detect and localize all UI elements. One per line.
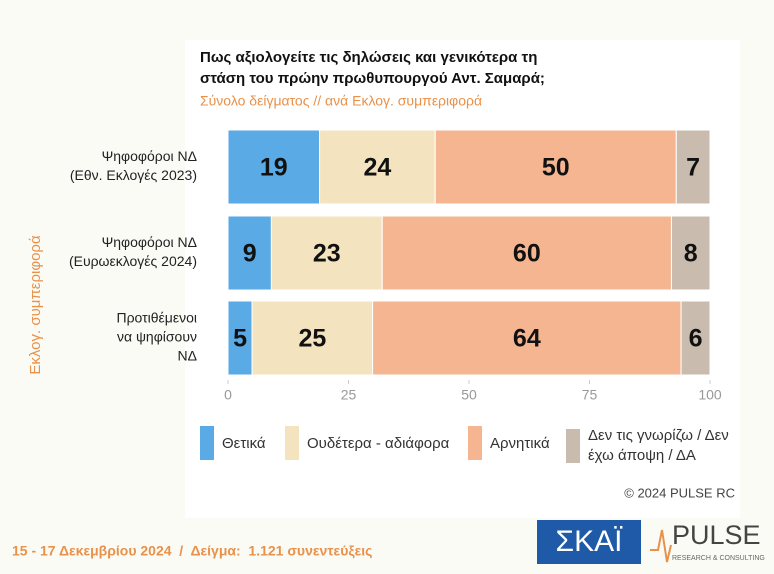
bar-segment — [675, 129, 711, 205]
legend-swatch — [200, 426, 214, 460]
footer: 15 - 17 Δεκεμβρίου 2024 / Δείγμα: 1.121 … — [12, 543, 372, 559]
data-label: 6 — [689, 325, 703, 353]
bar-segment — [670, 215, 711, 291]
legend-swatch — [468, 426, 482, 460]
data-label: 8 — [684, 240, 698, 268]
y-tick-label: ΝΔ — [178, 348, 197, 364]
bar-segment — [227, 129, 321, 205]
pulse-logo-sub: RESEARCH & CONSULTING — [672, 555, 765, 562]
bar-segment — [381, 215, 672, 291]
legend-label: Αρνητικά — [490, 434, 550, 452]
data-label: 7 — [686, 154, 700, 182]
data-label: 64 — [513, 325, 541, 353]
data-label: 23 — [313, 240, 341, 268]
data-label: 25 — [298, 325, 326, 353]
x-tick-label: 50 — [461, 387, 477, 403]
data-label: 50 — [542, 154, 570, 182]
bar-segment — [227, 215, 272, 291]
chart-title: Πως αξιολογείτε τις δηλώσεις και γενικότ… — [200, 49, 537, 66]
y-tick-label: Προτιθέμενοι — [116, 310, 197, 326]
data-label: 5 — [233, 325, 247, 353]
legend-swatch — [285, 426, 299, 460]
skai-logo — [537, 520, 641, 564]
data-label: 60 — [513, 240, 541, 268]
y-tick-label: Ψηφοφόροι ΝΔ — [102, 148, 197, 164]
copyright: © 2024 PULSE RC — [624, 485, 735, 500]
x-tick-label: 0 — [224, 387, 232, 403]
legend-label: Δεν τις γνωρίζω / Δεν έχω άποψη / ΔΑ — [588, 427, 729, 464]
bar-segment — [680, 300, 711, 376]
legend-label: Ουδέτερα - αδιάφορα — [307, 434, 450, 452]
legend-swatch — [566, 429, 580, 463]
chart-subtitle: Σύνολο δείγματος // ανά Εκλογ. συμπεριφο… — [200, 93, 482, 109]
y-tick-label: (Ευρωεκλογές 2024) — [69, 253, 197, 269]
bar-segment — [227, 300, 253, 376]
data-label: 19 — [260, 154, 288, 182]
data-label: 24 — [364, 154, 392, 182]
bar-segment — [319, 129, 436, 205]
legend-label: Θετικά — [222, 434, 266, 452]
x-tick-label: 75 — [582, 387, 598, 403]
bar-segment — [372, 300, 682, 376]
y-tick-label: να ψηφίσουν — [117, 329, 197, 345]
legend-item: Ουδέτερα - αδιάφορα — [285, 426, 449, 460]
legend-item: Δεν τις γνωρίζω / Δεν έχω άποψη / ΔΑ — [566, 426, 738, 466]
pulse-logo-text: PULSE — [672, 520, 761, 550]
y-tick-label: (Εθν. Εκλογές 2023) — [70, 167, 197, 183]
x-tick-label: 25 — [341, 387, 357, 403]
bar-segment — [251, 300, 374, 376]
skai-logo-text: ΣΚΑΪ — [556, 525, 624, 558]
y-axis-label: Εκλογ. συμπεριφορά — [27, 235, 44, 375]
legend-item: Αρνητικά — [468, 426, 550, 460]
pulse-logo-icon — [650, 529, 672, 563]
bar-segment — [434, 129, 677, 205]
chart-title: στάση του πρώην πρωθυπουργού Αντ. Σαμαρά… — [200, 70, 545, 87]
x-tick-label: 100 — [698, 387, 722, 403]
y-tick-label: Ψηφοφόροι ΝΔ — [102, 234, 197, 250]
legend-item: Θετικά — [200, 426, 266, 460]
bar-segment — [270, 215, 383, 291]
data-label: 9 — [243, 240, 257, 268]
